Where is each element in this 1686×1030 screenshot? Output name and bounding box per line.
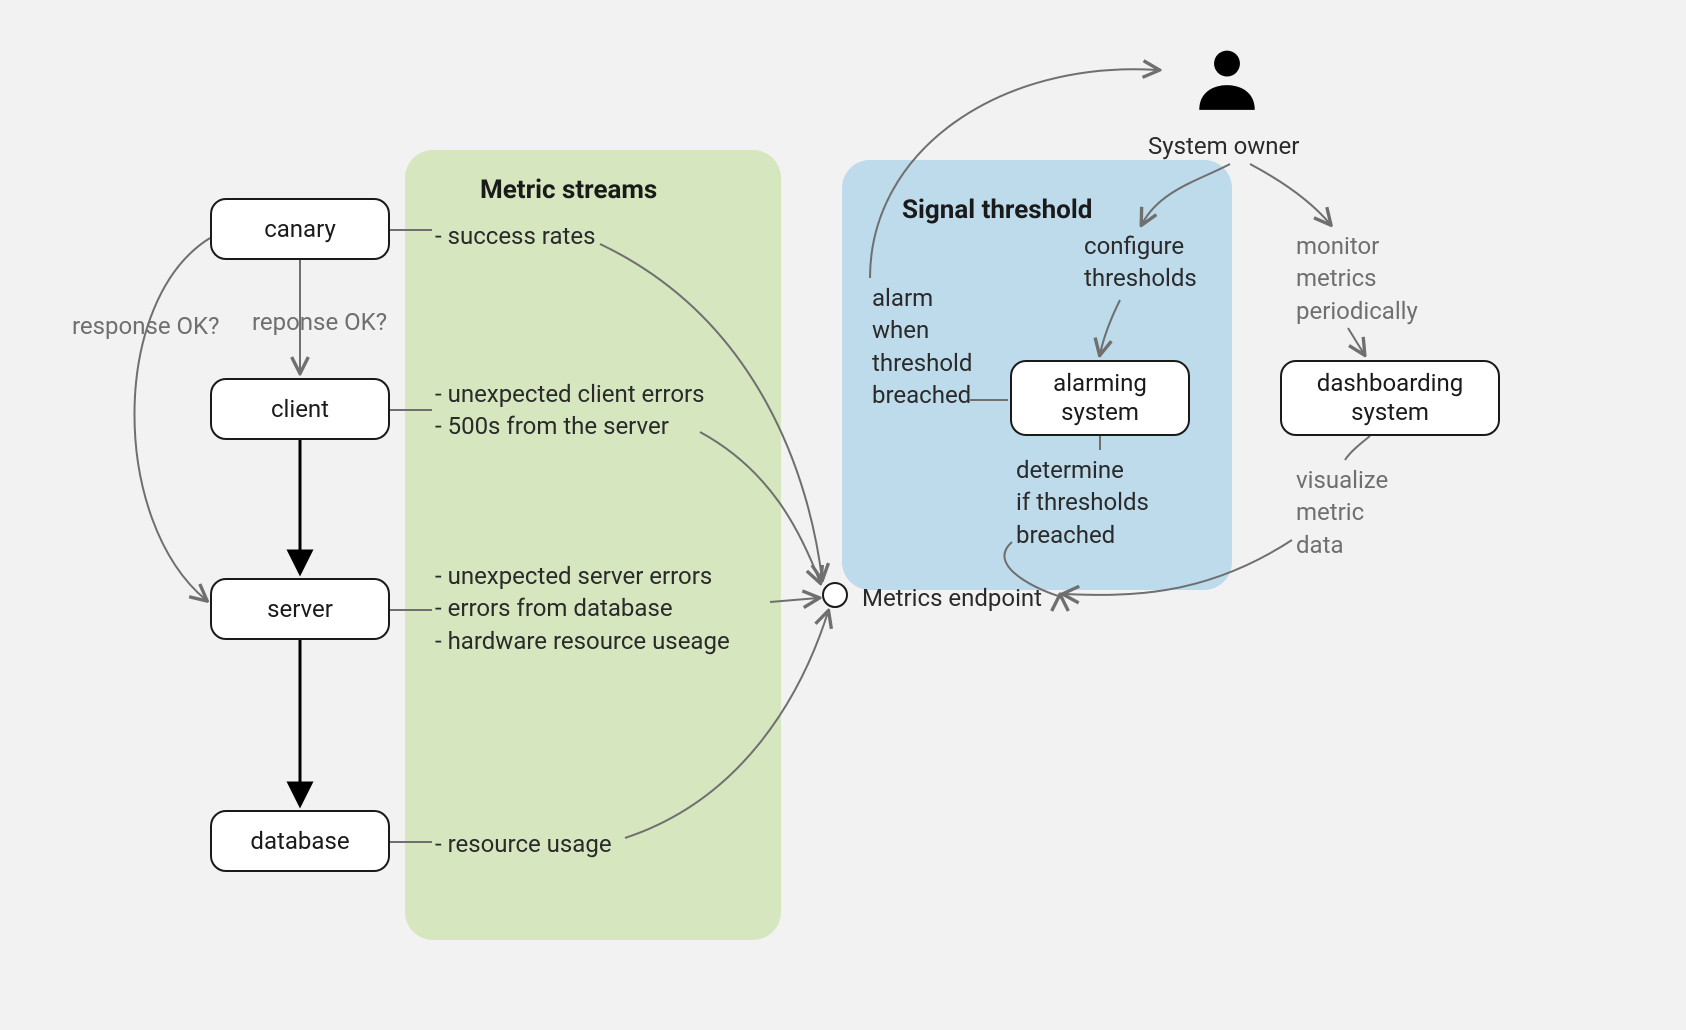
metric-streams-region [405,150,781,940]
person-icon [1190,42,1264,116]
system-owner-label: System owner [1148,130,1299,162]
edge-label-visualize: visualize metric data [1296,464,1388,561]
edge-dashboard-to-visualize [1345,436,1370,460]
alarming-system-node: alarming system [1010,360,1190,436]
edge-label-determine: determine if thresholds breached [1016,454,1149,551]
edge-label-monitor: monitor metrics periodically [1296,230,1418,327]
edge-label-alarm-breach: alarm when threshold breached [872,282,972,412]
edge-canary-to-server-curve [134,238,210,600]
edge-label-response-ok-left: response OK? [72,310,219,342]
canary-node: canary [210,198,390,260]
metric-item-client: - unexpected client errors - 500s from t… [435,378,705,443]
metrics-endpoint-label: Metrics endpoint [862,582,1042,614]
edge-monitor-to-dashboard [1348,328,1364,354]
client-node: client [210,378,390,440]
edge-owner-to-monitor [1250,164,1330,224]
edge-label-configure: configure thresholds [1084,230,1197,295]
metric-item-canary: - success rates [435,220,595,252]
server-node: server [210,578,390,640]
signal-threshold-title: Signal threshold [902,195,1092,225]
database-node: database [210,810,390,872]
metric-streams-title: Metric streams [480,175,657,205]
dashboarding-system-node: dashboarding system [1280,360,1500,436]
metric-item-server: - unexpected server errors - errors from… [435,560,730,657]
metric-item-database: - resource usage [435,828,612,860]
edge-label-response-ok-mid: reponse OK? [252,306,387,338]
metrics-endpoint-icon [822,582,848,608]
